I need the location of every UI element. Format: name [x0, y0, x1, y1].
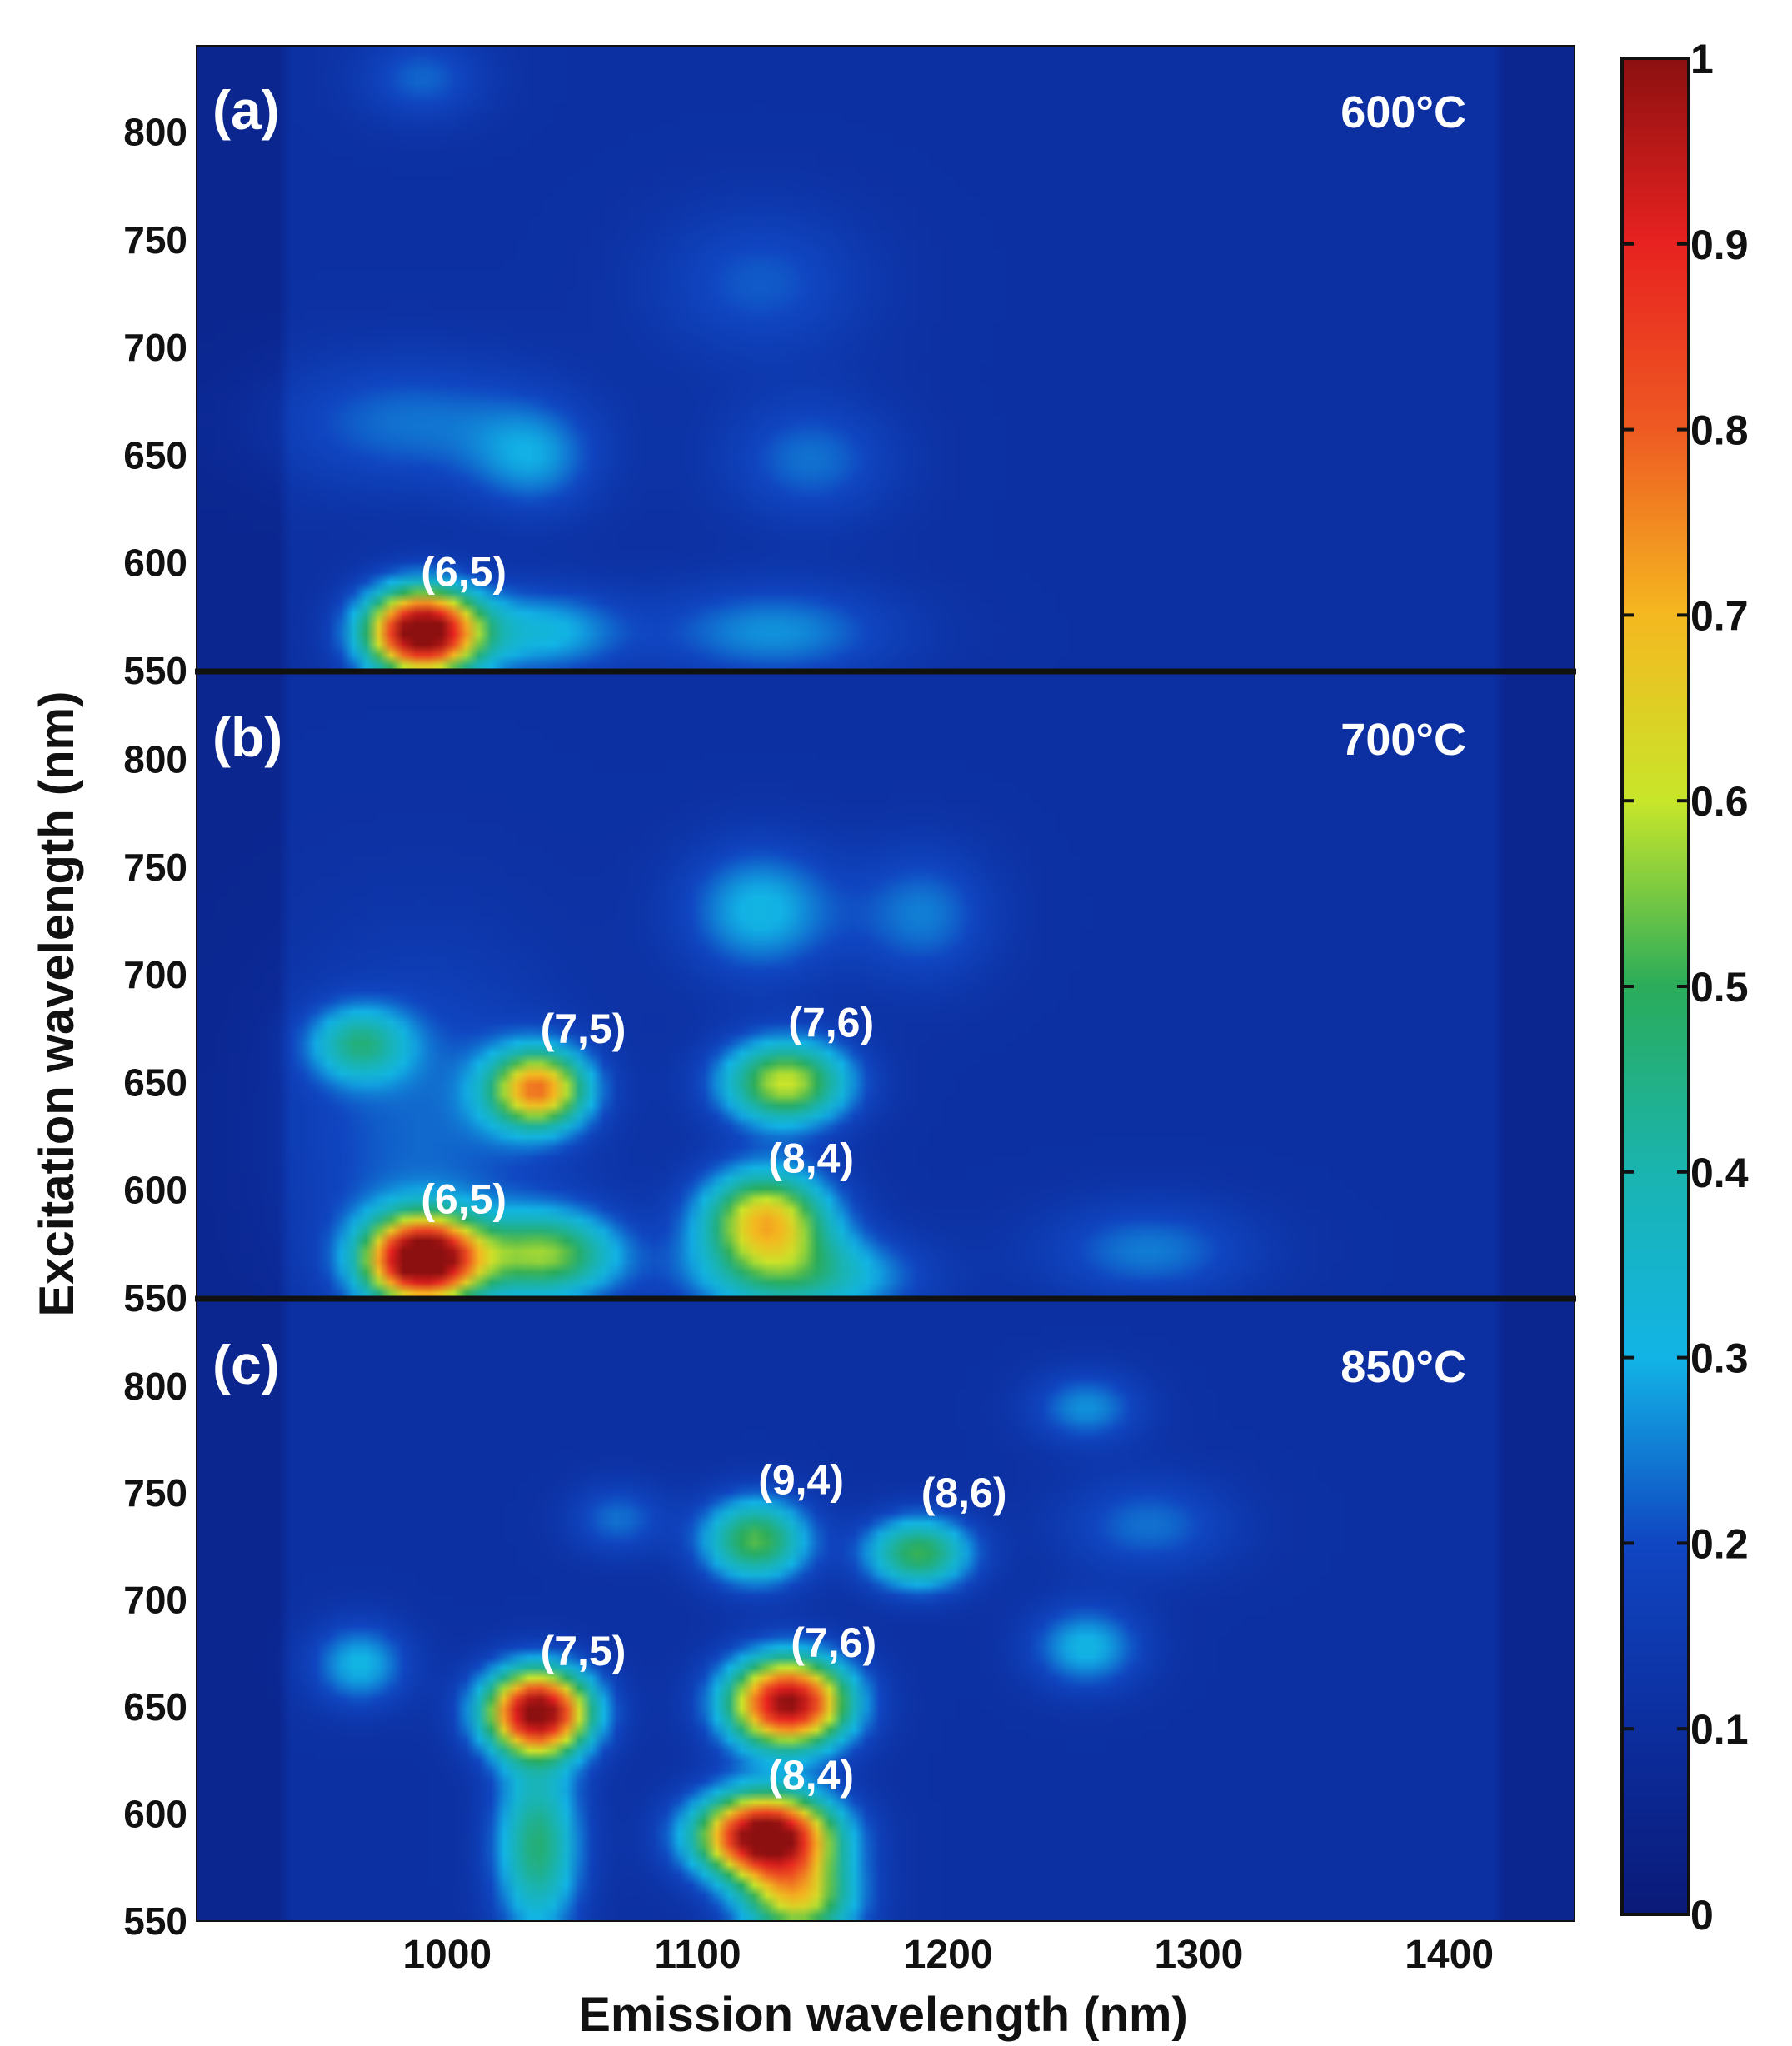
panel-a: (6,5) (a) 600°C — [197, 46, 1575, 671]
colorbar-tick-label: 0 — [1690, 1892, 1714, 1939]
x-tick-label: 1100 — [654, 1933, 741, 1977]
panel-label: (c) — [212, 1334, 280, 1395]
y-tick-label: 750 — [123, 218, 187, 262]
plot-frame — [196, 45, 1575, 1922]
y-tick-label: 700 — [123, 326, 187, 369]
colorbar: 0 0.1 0.2 0.3 0.4 0.5 0.6 0.7 0.8 0.9 1 — [1620, 36, 1749, 1939]
y-tick-label: 800 — [123, 110, 187, 153]
peak-label: (7,6) — [788, 999, 874, 1045]
y-tick-label: 550 — [123, 649, 187, 692]
colorbar-tick-label: 0.5 — [1690, 964, 1749, 1011]
y-tick-label: 750 — [123, 846, 187, 889]
peak-label: (6,5) — [421, 548, 507, 595]
x-axis-ticks: 1000 1100 1200 1300 1400 — [402, 1933, 1494, 1977]
y-tick-label: 650 — [123, 433, 187, 477]
peak-label: (8,6) — [921, 1470, 1007, 1516]
y-tick-label: 700 — [123, 953, 187, 996]
panel-temperature: 850°C — [1340, 1342, 1466, 1392]
panel-c: (7,5) (7,6) (8,4) (9,4) (8,6) (c) 850°C — [197, 1300, 1575, 1921]
x-tick-label: 1200 — [904, 1933, 993, 1977]
colorbar-tick-label: 0.9 — [1690, 222, 1749, 268]
x-tick-label: 1000 — [402, 1933, 492, 1977]
panel-temperature: 600°C — [1340, 87, 1466, 137]
colorbar-tick-label: 0.6 — [1690, 778, 1749, 825]
x-tick-label: 1300 — [1155, 1933, 1244, 1977]
colorbar-tick-label: 0.1 — [1690, 1706, 1749, 1753]
y-axis-label: Excitation wavelength (nm) — [30, 691, 84, 1317]
peak-label: (6,5) — [421, 1175, 507, 1222]
colorbar-tick-label: 0.8 — [1690, 407, 1749, 454]
y-tick-label: 750 — [123, 1471, 187, 1515]
peak-label: (7,5) — [541, 1006, 626, 1052]
x-axis-label: Emission wavelength (nm) — [578, 1988, 1188, 2042]
y-tick-label: 550 — [123, 1899, 187, 1943]
colorbar-tick-label: 0.4 — [1690, 1150, 1749, 1196]
heatmap-field — [197, 673, 1575, 1298]
y-tick-label: 700 — [123, 1579, 187, 1622]
peak-label: (8,4) — [768, 1752, 854, 1799]
y-tick-label: 600 — [123, 1169, 187, 1212]
y-tick-label: 650 — [123, 1060, 187, 1104]
y-tick-label: 800 — [123, 1365, 187, 1408]
colorbar-tick-label: 0.7 — [1690, 592, 1749, 639]
y-axis-ticks: 550 600 650 700 750 800 550 600 650 700 750 800 550 6… — [123, 110, 187, 1943]
panel-b: (6,5) (7,5) (7,6) (8,4) (b) 700°C — [197, 673, 1575, 1298]
heatmap-field — [197, 46, 1575, 671]
peak-label: (7,6) — [791, 1619, 876, 1666]
colorbar-ticks: 0 0.1 0.2 0.3 0.4 0.5 0.6 0.7 0.8 0.9 1 — [1622, 36, 1749, 1939]
y-tick-label: 650 — [123, 1685, 187, 1729]
peak-label: (9,4) — [758, 1457, 844, 1504]
panel-temperature: 700°C — [1340, 715, 1466, 765]
heatmap-field — [197, 1300, 1575, 1921]
heatmap-panels: (6,5) (a) 600°C (6,5) (7,5) (7,6) (8,4) (b) 700°… — [195, 45, 1576, 1922]
y-tick-label: 550 — [123, 1276, 187, 1320]
x-tick-label: 1400 — [1405, 1933, 1494, 1977]
y-tick-label: 600 — [123, 1793, 187, 1836]
colorbar-tick-label: 1 — [1690, 36, 1714, 82]
y-tick-label: 800 — [123, 737, 187, 781]
peak-label: (7,5) — [541, 1628, 626, 1674]
y-tick-label: 600 — [123, 541, 187, 585]
panel-label: (b) — [212, 706, 282, 768]
panel-label: (a) — [212, 79, 280, 141]
peak-label: (8,4) — [768, 1135, 854, 1181]
colorbar-tick-label: 0.3 — [1690, 1335, 1749, 1382]
colorbar-tick-label: 0.2 — [1690, 1520, 1749, 1567]
